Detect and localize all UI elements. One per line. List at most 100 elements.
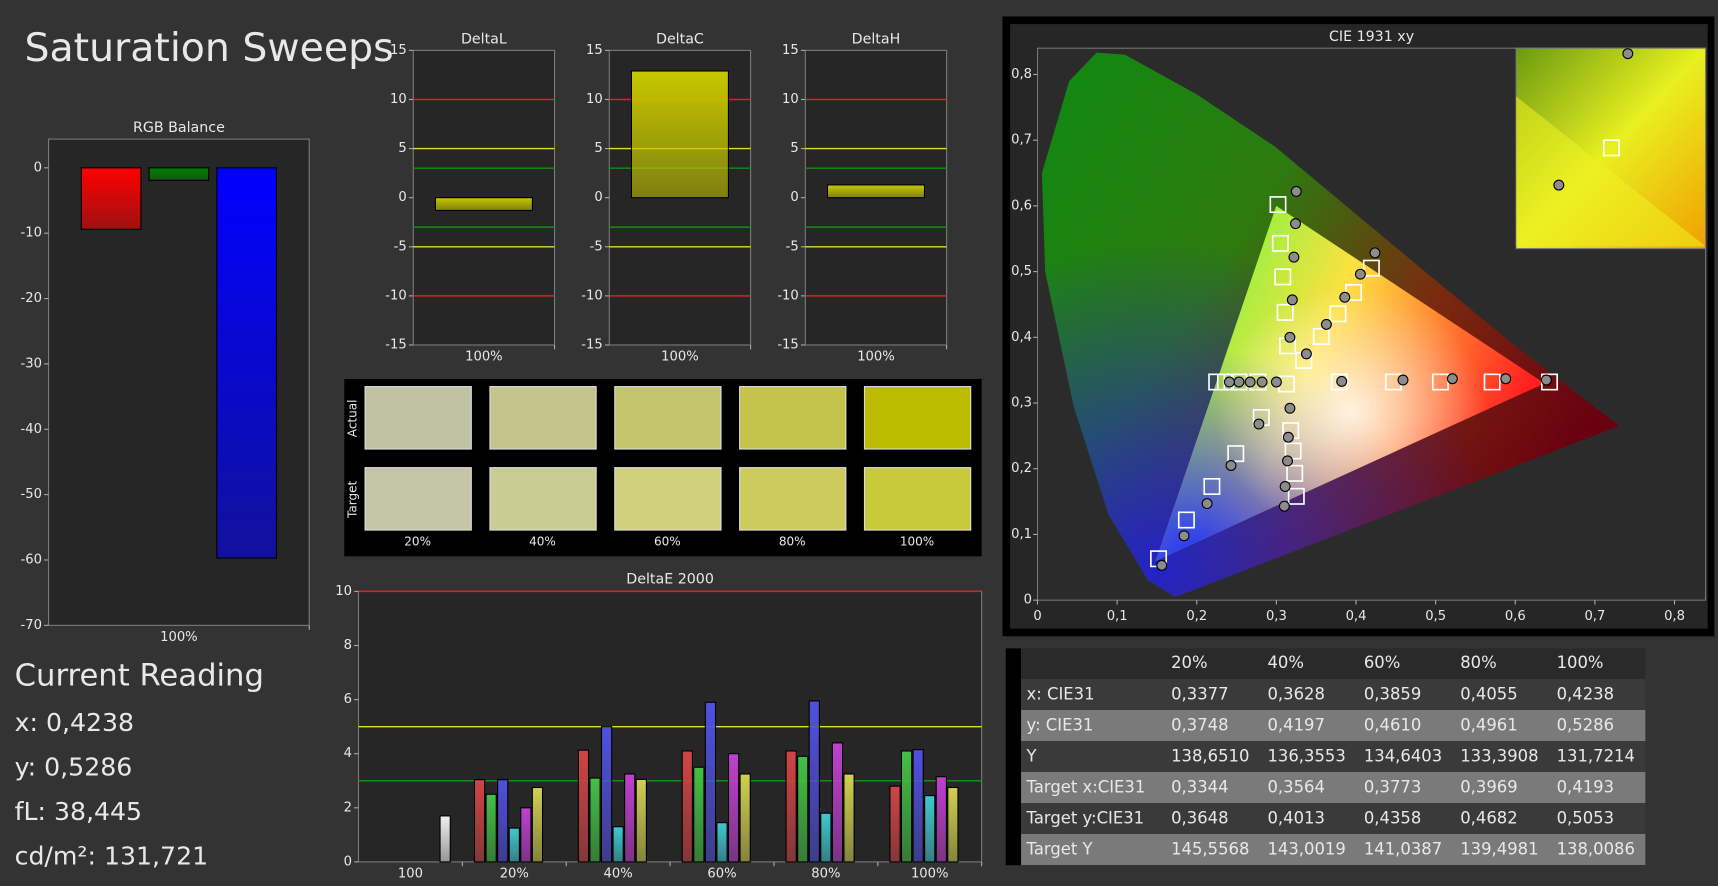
measured-point xyxy=(1500,373,1512,385)
bar xyxy=(900,750,913,863)
swatch-column-label: 20% xyxy=(404,535,431,549)
table-cell: 0,4610 xyxy=(1364,715,1421,734)
bar xyxy=(681,750,693,863)
bar xyxy=(439,815,451,863)
table-cell: 0,4197 xyxy=(1268,715,1325,734)
table-header: 100% xyxy=(1557,653,1604,672)
y-tick-label: -70 xyxy=(21,618,42,633)
x-tick-label: 0,3 xyxy=(1266,609,1287,624)
table-row-bg xyxy=(1021,833,1646,865)
target-point xyxy=(1276,303,1294,321)
y-tick-label: -10 xyxy=(21,226,42,241)
measured-point xyxy=(1244,376,1256,388)
bar xyxy=(739,773,751,863)
y-tick-label: 10 xyxy=(335,584,352,599)
x-tick-label: 40% xyxy=(604,866,633,881)
swatch xyxy=(614,467,722,531)
bar xyxy=(826,184,926,199)
table-cell: 138,6510 xyxy=(1171,746,1249,765)
y-tick-label: 0,8 xyxy=(1011,67,1032,82)
y-tick-label: -5 xyxy=(590,239,603,254)
table-row-bg xyxy=(1021,802,1646,834)
table-cell: 0,4013 xyxy=(1268,808,1325,827)
reading-line: cd/m²: 131,721 xyxy=(15,842,208,871)
bar xyxy=(485,793,497,863)
table-cell: 0,3377 xyxy=(1171,684,1228,703)
bar xyxy=(635,778,647,863)
y-tick-label: 6 xyxy=(344,692,352,707)
y-tick-label: -15 xyxy=(777,337,798,352)
y-tick-label: 0,3 xyxy=(1011,396,1032,411)
y-tick-label: 5 xyxy=(398,141,406,156)
bar xyxy=(80,167,142,230)
bar xyxy=(630,70,729,199)
y-tick-label: -20 xyxy=(21,291,42,306)
y-tick-label: -5 xyxy=(394,239,407,254)
y-tick-label: 0,1 xyxy=(1011,527,1032,542)
bar xyxy=(924,795,936,863)
swatch xyxy=(863,386,972,450)
table-cell: 134,6403 xyxy=(1364,746,1442,765)
measured-point xyxy=(1284,331,1296,343)
table-cell: x: CIE31 xyxy=(1027,684,1095,703)
table-header-bg xyxy=(1021,648,1646,680)
measured-point xyxy=(1223,376,1235,388)
measured-point xyxy=(1339,291,1351,303)
y-tick-label: 10 xyxy=(586,92,603,107)
bar xyxy=(216,167,278,559)
y-tick-label: 8 xyxy=(344,638,352,653)
bar xyxy=(843,773,855,863)
x-tick-label: 100 xyxy=(398,866,423,881)
bar xyxy=(600,726,613,863)
chart-title: RGB Balance xyxy=(133,120,225,136)
swatch xyxy=(739,386,847,450)
swatch-column-label: 80% xyxy=(779,535,806,549)
y-tick-label: 10 xyxy=(782,92,799,107)
target-point xyxy=(1286,464,1304,482)
table-cell: 0,3859 xyxy=(1364,684,1421,703)
x-tick-label: 0,8 xyxy=(1664,609,1685,624)
page-title: Saturation Sweeps xyxy=(24,25,393,71)
swatch xyxy=(863,467,972,531)
table-cell: 136,3553 xyxy=(1268,746,1346,765)
measured-point xyxy=(1540,374,1552,386)
swatch xyxy=(739,467,847,531)
y-tick-label: -15 xyxy=(385,337,406,352)
table-header: 40% xyxy=(1268,653,1304,672)
y-tick-label: 0 xyxy=(1024,593,1032,608)
target-point xyxy=(1203,477,1221,495)
x-tick-label: 0,4 xyxy=(1346,609,1367,624)
target-point xyxy=(1269,196,1287,214)
bar xyxy=(727,753,740,863)
measured-point xyxy=(1282,431,1294,443)
chart-title: DeltaC xyxy=(656,31,704,47)
table-cell: 133,3908 xyxy=(1460,746,1538,765)
target-point xyxy=(1284,442,1302,460)
bar xyxy=(693,766,705,863)
y-tick-label: 0 xyxy=(790,190,798,205)
reading-line: x: 0,4238 xyxy=(15,708,134,737)
x-tick-label: 100% xyxy=(911,866,949,881)
swatch xyxy=(489,386,597,450)
x-tick-label: 0,1 xyxy=(1107,609,1128,624)
table-row-bg xyxy=(1021,679,1646,711)
table-cell: 0,4055 xyxy=(1460,684,1517,703)
bar xyxy=(947,786,959,863)
target-point xyxy=(1227,445,1245,463)
measured-point xyxy=(1225,459,1237,471)
y-tick-label: -10 xyxy=(777,288,798,303)
measured-point xyxy=(1270,376,1282,388)
table-header: 80% xyxy=(1460,653,1496,672)
x-tick-label: 100% xyxy=(661,350,699,365)
target-point xyxy=(1287,487,1305,505)
swatch-column-label: 60% xyxy=(654,535,681,549)
bar xyxy=(434,197,533,211)
measured-point xyxy=(1201,498,1213,510)
table-row-bg xyxy=(1021,710,1646,741)
measured-point xyxy=(1300,348,1312,360)
measured-point xyxy=(1253,418,1265,430)
table-header: 20% xyxy=(1171,653,1207,672)
y-tick-label: 0,5 xyxy=(1011,264,1032,279)
target-point xyxy=(1312,327,1330,345)
measured-point xyxy=(1286,294,1298,306)
